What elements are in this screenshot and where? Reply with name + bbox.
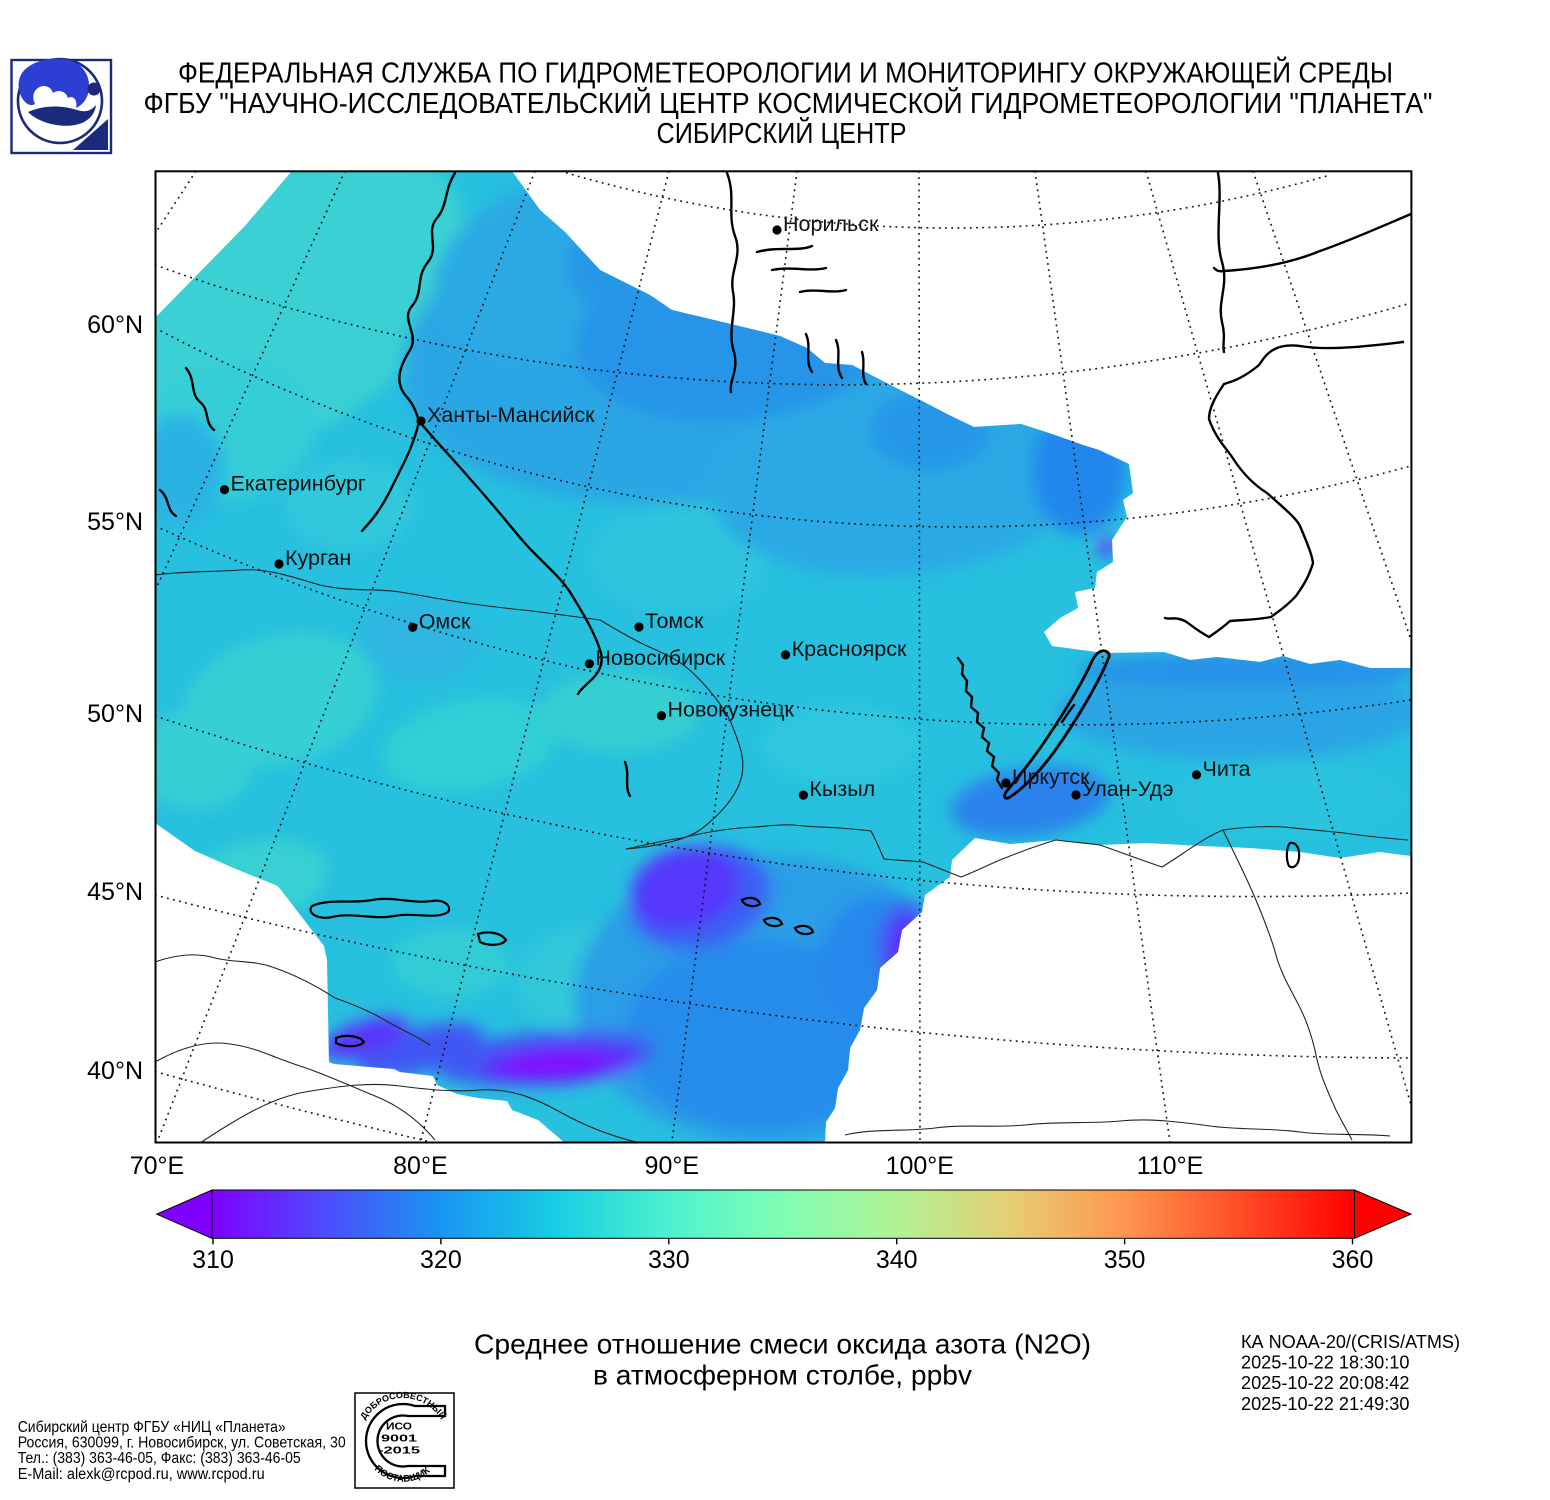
svg-text:45°N: 45°N (87, 878, 143, 906)
svg-text:ФЕДЕРАЛЬНАЯ СЛУЖБА ПО ГИДРОМЕТ: ФЕДЕРАЛЬНАЯ СЛУЖБА ПО ГИДРОМЕТЕОРОЛОГИИ … (178, 58, 1393, 90)
svg-text:70°E: 70°E (130, 1152, 184, 1180)
svg-text:310: 310 (192, 1246, 234, 1274)
svg-text:55°N: 55°N (87, 508, 143, 536)
svg-text:360: 360 (1332, 1246, 1374, 1274)
svg-text:Новокузнецк: Новокузнецк (668, 698, 795, 722)
svg-text:СИБИРСКИЙ ЦЕНТР: СИБИРСКИЙ ЦЕНТР (657, 118, 907, 150)
svg-text:Чита: Чита (1203, 757, 1251, 781)
svg-text:60°N: 60°N (87, 311, 143, 339)
svg-text:Новосибирск: Новосибирск (595, 646, 725, 670)
svg-text:100°E: 100°E (886, 1152, 954, 1180)
svg-text:110°E: 110°E (1137, 1152, 1204, 1180)
svg-text:Тел.: (383) 363-46-05, Факс: (: Тел.: (383) 363-46-05, Факс: (383) 363-4… (18, 1450, 301, 1467)
svg-text:Томск: Томск (645, 609, 704, 633)
svg-text:ФГБУ "НАУЧНО-ИССЛЕДОВАТЕЛЬСКИЙ: ФГБУ "НАУЧНО-ИССЛЕДОВАТЕЛЬСКИЙ ЦЕНТР КОС… (144, 88, 1433, 120)
svg-text:в атмосферном столбе, ppbv: в атмосферном столбе, ppbv (593, 1360, 972, 1391)
svg-text:40°N: 40°N (87, 1057, 143, 1085)
svg-text:КА NOAA-20/(CRIS/ATMS): КА NOAA-20/(CRIS/ATMS) (1241, 1332, 1460, 1352)
svg-text:50°N: 50°N (87, 700, 143, 728)
svg-text:350: 350 (1104, 1246, 1146, 1274)
svg-text:Красноярск: Красноярск (792, 637, 907, 661)
svg-text:Сибирский центр ФГБУ «НИЦ «Пла: Сибирский центр ФГБУ «НИЦ «Планета» (18, 1419, 286, 1436)
svg-text:Иркутск: Иркутск (1012, 765, 1090, 789)
svg-text:Россия, 630099, г. Новосибирск: Россия, 630099, г. Новосибирск, ул. Сове… (18, 1435, 346, 1452)
svg-text:Среднее отношение смеси оксида: Среднее отношение смеси оксида азота (N2… (474, 1329, 1091, 1360)
svg-text:Улан-Удэ: Улан-Удэ (1082, 777, 1174, 801)
svg-text:330: 330 (648, 1246, 690, 1274)
svg-text:9001: 9001 (381, 1434, 418, 1445)
svg-text:320: 320 (420, 1246, 462, 1274)
svg-text:E-Mail: alexk@rcpod.ru, www.rc: E-Mail: alexk@rcpod.ru, www.rcpod.ru (18, 1466, 265, 1483)
svg-text:Омск: Омск (419, 609, 471, 633)
svg-text:-2015: -2015 (378, 1446, 421, 1457)
svg-text:ИСО: ИСО (386, 1422, 412, 1433)
svg-text:Кызыл: Кызыл (809, 777, 875, 801)
svg-text:90°E: 90°E (645, 1152, 699, 1180)
svg-text:2025-10-22 18:30:10: 2025-10-22 18:30:10 (1241, 1353, 1410, 1373)
svg-text:80°E: 80°E (393, 1152, 447, 1180)
svg-text:Ханты-Мансийск: Ханты-Мансийск (427, 403, 595, 427)
svg-text:2025-10-22 20:08:42: 2025-10-22 20:08:42 (1241, 1373, 1410, 1393)
svg-text:Екатеринбург: Екатеринбург (231, 472, 366, 496)
svg-text:340: 340 (876, 1246, 918, 1274)
svg-text:2025-10-22 21:49:30: 2025-10-22 21:49:30 (1241, 1394, 1410, 1414)
svg-text:Курган: Курган (285, 546, 351, 570)
svg-text:Норильск: Норильск (783, 212, 879, 236)
